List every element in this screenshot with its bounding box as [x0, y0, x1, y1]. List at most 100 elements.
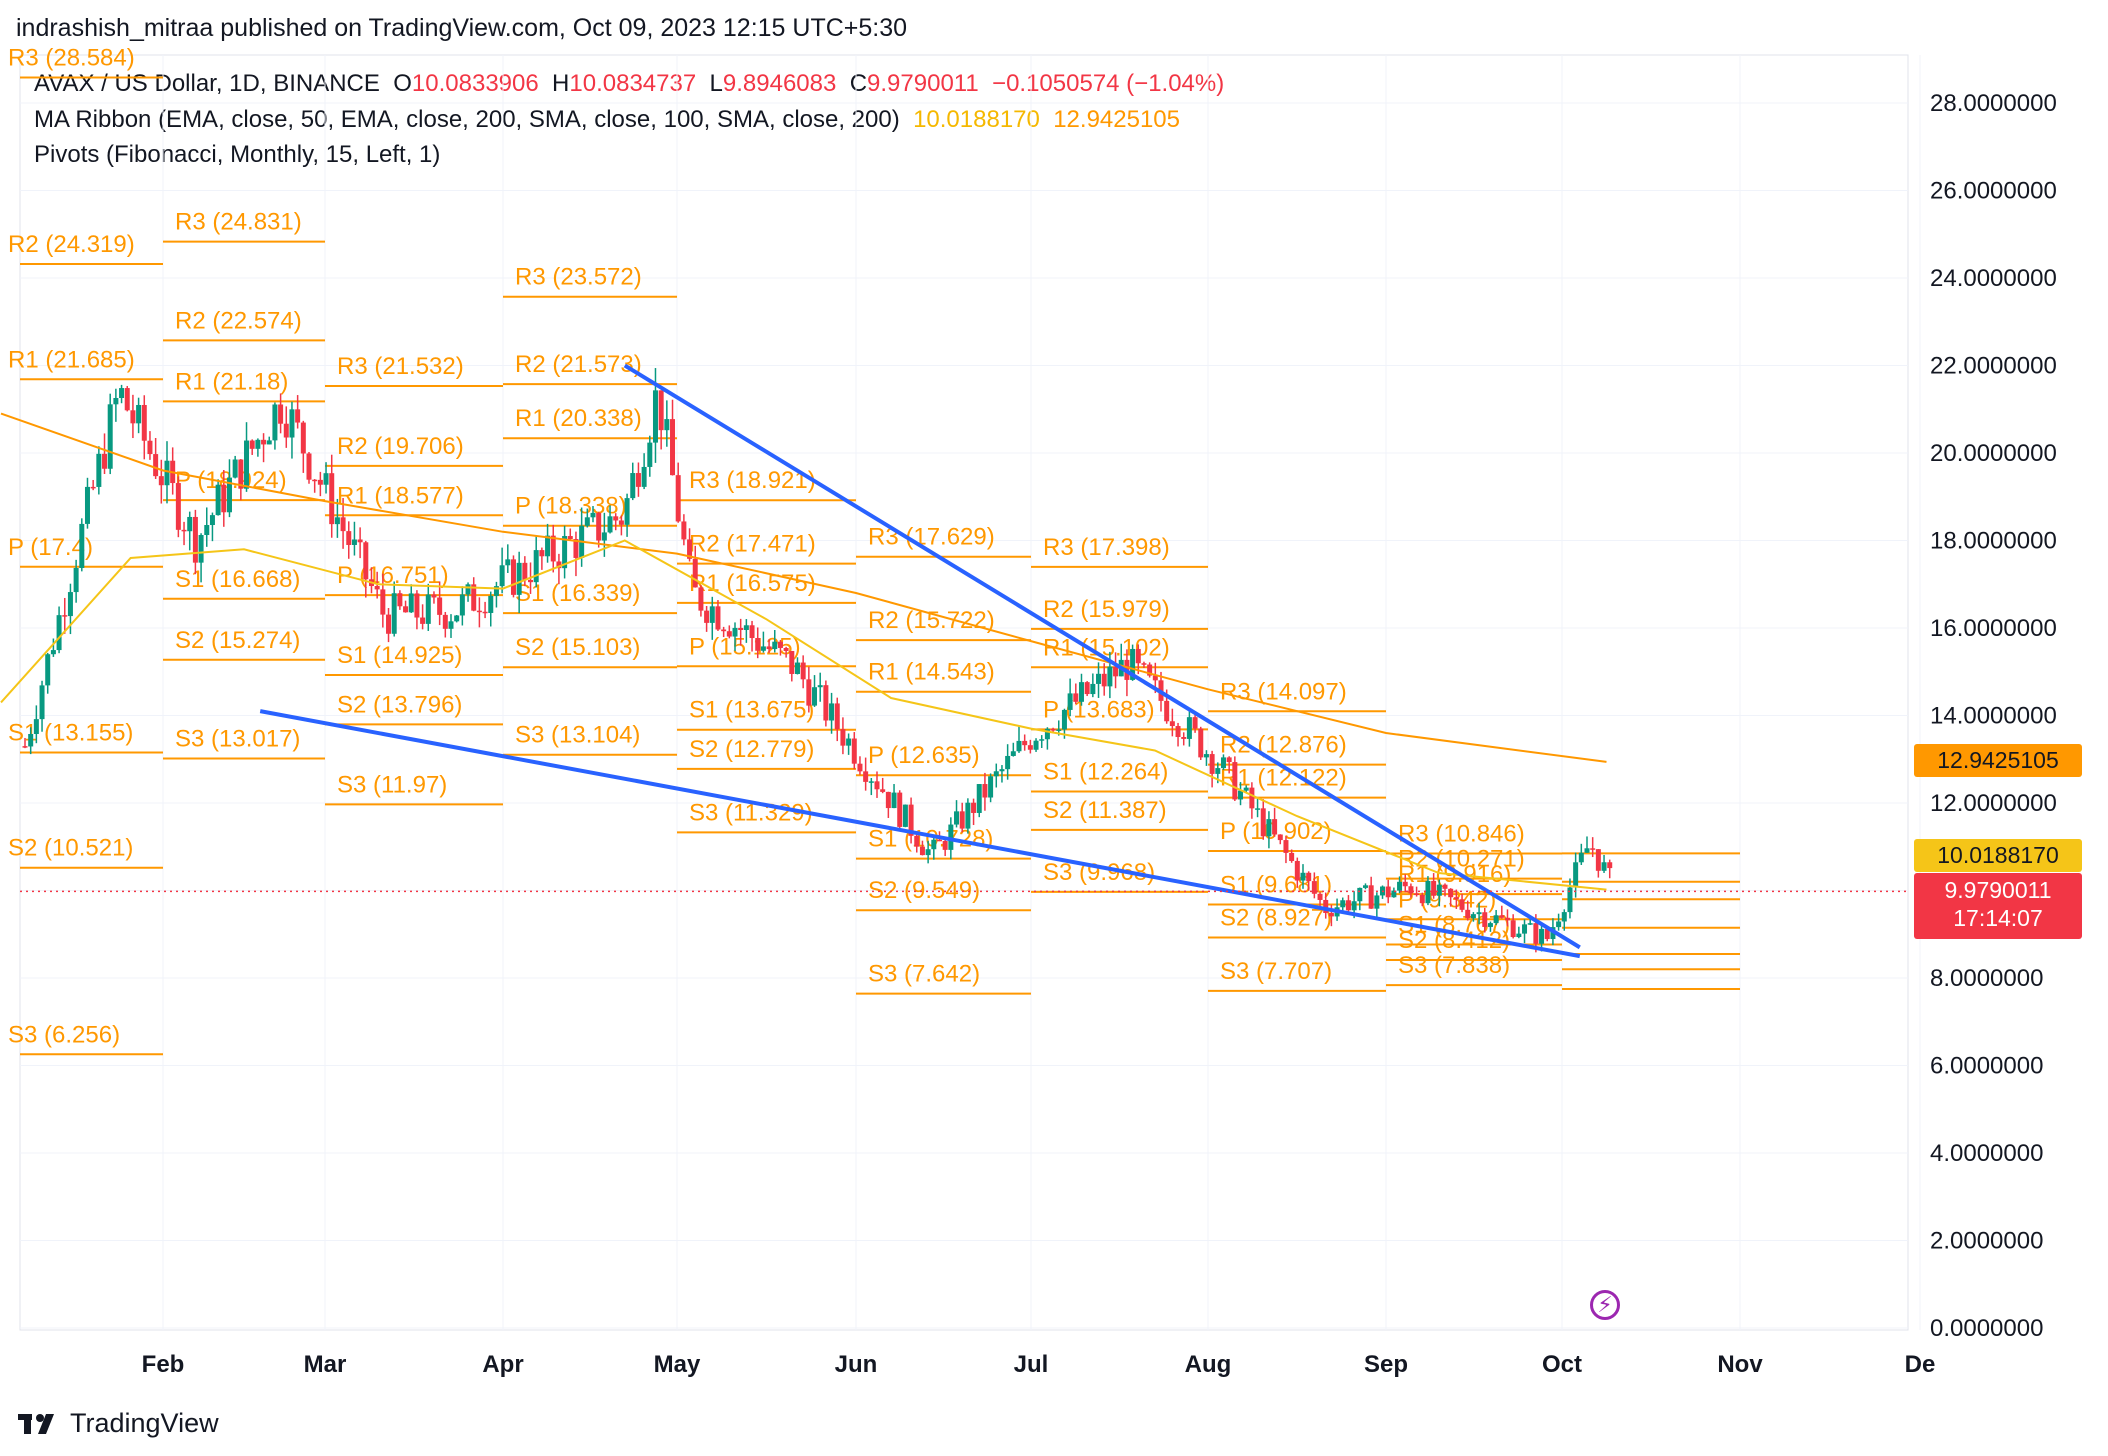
candle-body [1181, 737, 1187, 739]
candle-body [1198, 728, 1204, 758]
candle-body [391, 593, 397, 634]
x-tick-label: Jun [835, 1351, 878, 1378]
sma-price-tag: 12.9425105 [1914, 744, 2082, 777]
candle-body [1039, 739, 1045, 741]
candle-body [323, 473, 329, 485]
candle-body [397, 593, 403, 607]
candle-body [499, 565, 505, 587]
candle-body [1323, 899, 1329, 913]
tradingview-mark-icon [18, 1413, 54, 1434]
x-tick-label: Mar [304, 1351, 347, 1378]
candle-body [931, 839, 937, 850]
x-tick-label: Sep [1364, 1351, 1408, 1378]
candle-body [641, 466, 647, 487]
candle-body [204, 525, 210, 536]
candle-body [1169, 721, 1175, 727]
candle-body [681, 521, 687, 540]
candle-body [96, 453, 102, 487]
high-value: 10.0834737 [569, 70, 697, 97]
candle-body [755, 638, 761, 651]
candle-body [709, 606, 715, 623]
candle-body [1317, 893, 1323, 900]
pivot-label: R1 (21.685) [8, 346, 135, 373]
candle-body [1311, 881, 1317, 894]
candle-body [386, 614, 392, 634]
candle-body [1578, 852, 1584, 863]
last-price-tag: 9.9790011 17:14:07 [1914, 873, 2082, 939]
candle-body [306, 453, 312, 480]
candle-body [1152, 675, 1158, 681]
candle-body [1050, 728, 1056, 731]
candle-body [772, 641, 778, 650]
candle-body [874, 781, 880, 790]
y-tick-label: 22.0000000 [1930, 353, 2057, 380]
high-label: H [552, 70, 570, 97]
pivot-label: R1 (16.575) [689, 570, 816, 597]
candle-body [800, 662, 806, 680]
candle-body [1010, 751, 1016, 756]
candle-body [914, 835, 920, 847]
candle-body [959, 811, 965, 829]
x-tick-label: De [1905, 1351, 1936, 1378]
tradingview-logo[interactable]: TradingView [18, 1408, 219, 1439]
candle-body [232, 459, 238, 478]
open-value: 10.0833906 [411, 70, 539, 97]
candle-body [1556, 921, 1562, 928]
candle-body [90, 486, 96, 489]
candle-body [1328, 912, 1334, 917]
candle-body [79, 523, 85, 568]
candle-body [885, 791, 891, 809]
candle-body [1005, 755, 1011, 770]
ma-ribbon-legend[interactable]: MA Ribbon (EMA, close, 50, EMA, close, 2… [34, 106, 1180, 134]
candle-body [1584, 848, 1590, 853]
sma-200-line [0, 412, 1607, 763]
candle-body [613, 516, 619, 521]
candle-body [1209, 754, 1215, 774]
trendline-lower[interactable] [259, 709, 1581, 959]
x-tick-label: Apr [482, 1351, 523, 1378]
candle-body [1266, 819, 1272, 837]
candle-body [1090, 683, 1096, 695]
candle-body [1033, 740, 1039, 750]
candle-body [113, 398, 119, 405]
candle-body [1487, 923, 1493, 927]
trendline-upper[interactable] [623, 363, 1581, 950]
pivot-label: S1 (13.675) [689, 697, 814, 724]
pivot-label: S1 (13.155) [8, 719, 133, 746]
candle-body [670, 419, 676, 476]
candle-body [868, 781, 874, 783]
pivot-label: S3 (7.838) [1398, 952, 1510, 979]
candle-body [698, 587, 704, 611]
candle-body [993, 771, 999, 777]
pivots-legend[interactable]: Pivots (Fibonacci, Monthly, 15, Left, 1) [34, 141, 440, 169]
pivot-label: R1 (18.577) [337, 482, 464, 509]
candle-body [1504, 917, 1510, 921]
candle-body [1300, 872, 1306, 881]
candle-body [1255, 808, 1261, 810]
lightning-icon[interactable]: ⚡ [1590, 1290, 1620, 1320]
symbol-name[interactable]: AVAX / US Dollar, 1D, BINANCE [34, 70, 380, 97]
open-label: O [393, 70, 412, 97]
candle-body [1243, 787, 1249, 791]
candle-body [777, 641, 783, 648]
candle-body [880, 789, 886, 792]
candle-body [1419, 895, 1425, 904]
candle-body [62, 615, 68, 617]
candle-body [1544, 928, 1550, 940]
pivot-label: S3 (13.104) [515, 722, 640, 749]
candle-body [1101, 673, 1107, 687]
candle-body [1289, 852, 1295, 861]
candle-body [675, 475, 681, 522]
y-tick-label: 14.0000000 [1930, 703, 2057, 730]
pivot-label: R3 (24.831) [175, 209, 302, 236]
candle-body [454, 615, 460, 622]
candle-body [715, 606, 721, 630]
candle-body [50, 650, 56, 655]
pivot-label: R3 (21.532) [337, 353, 464, 380]
candle-body [493, 586, 499, 596]
candle-body [1601, 862, 1607, 871]
candle-body [329, 473, 335, 525]
candle-body [249, 440, 255, 449]
candle-body [687, 539, 693, 559]
